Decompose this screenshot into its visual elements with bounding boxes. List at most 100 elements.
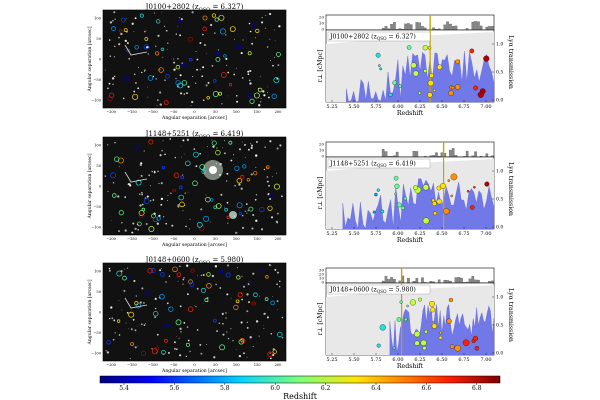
spec-xtick: 6.00 bbox=[392, 231, 403, 237]
image-xtick: 0 bbox=[193, 237, 196, 241]
spec-right-label: Lyα transmission bbox=[507, 288, 514, 342]
spec-xtick: 5.50 bbox=[348, 104, 359, 110]
colorbar-tick: 6.2 bbox=[321, 385, 331, 392]
scale-bar bbox=[124, 44, 148, 56]
spec-xtick: 5.75 bbox=[370, 104, 381, 110]
bright-star bbox=[229, 211, 237, 219]
image-ytick: 0 bbox=[99, 184, 102, 188]
spec-xtick: 5.25 bbox=[326, 104, 337, 110]
image-xtick: 150 bbox=[254, 237, 262, 241]
image-xtick: −100 bbox=[148, 237, 159, 241]
colorbar-label: Redshift bbox=[283, 392, 318, 400]
transmission-tick: 1.0 bbox=[496, 295, 503, 301]
image-xtick: −50 bbox=[170, 363, 178, 367]
colorbar-tick: 6.0 bbox=[270, 385, 280, 392]
panel-row-3: J0148+0600 (zQSO = 5.980) −200 −150 −100 −50… bbox=[87, 256, 514, 374]
image-xtick: −200 bbox=[106, 110, 117, 114]
colorbar-tick: 6.4 bbox=[371, 385, 381, 392]
hist-tick: 20 bbox=[319, 142, 325, 147]
spec-xtick: 7.00 bbox=[480, 231, 491, 237]
colorbar-gradient bbox=[99, 375, 501, 384]
colorbar-tick: 5.4 bbox=[119, 385, 129, 392]
image-ytick: −50 bbox=[93, 205, 101, 209]
panel-title: J0148+0600 (zQSO = 5.980) bbox=[329, 287, 416, 295]
hist-tick: 10 bbox=[319, 21, 325, 26]
colorbar: 5.4 5.6 5.8 6.0 6.2 6.4 6.6 6.8 Redshift bbox=[99, 375, 501, 400]
spec-xtick: 6.25 bbox=[414, 104, 425, 110]
lya-transmission bbox=[342, 178, 495, 230]
image-ytick: −50 bbox=[93, 78, 101, 82]
image-xtick: 150 bbox=[254, 363, 262, 367]
spec-xlabel: Redshift bbox=[397, 237, 424, 244]
image-xtick: 50 bbox=[213, 237, 218, 241]
image-ytick: −100 bbox=[91, 225, 102, 229]
image-ytick: −100 bbox=[91, 98, 102, 102]
spec-xtick: 6.00 bbox=[392, 357, 403, 363]
hist-tick: 0 bbox=[321, 280, 324, 285]
image-xtick: −50 bbox=[170, 237, 178, 241]
galaxy-points bbox=[372, 173, 490, 225]
image-ytick: −50 bbox=[93, 331, 101, 335]
hist-tick: 30 bbox=[319, 268, 325, 273]
image-xtick: −100 bbox=[148, 363, 159, 367]
image-xtick: 0 bbox=[193, 110, 196, 114]
image-xtick: −200 bbox=[106, 363, 117, 367]
spec-xtick: 7.00 bbox=[480, 104, 491, 110]
galaxy-points bbox=[375, 45, 490, 98]
image-xtick: 100 bbox=[233, 363, 241, 367]
colorbar-tick: 5.6 bbox=[170, 385, 180, 392]
image-ytick: 50 bbox=[96, 37, 101, 41]
image-xlabel: Angular separation [arcsec] bbox=[161, 115, 227, 121]
panel-title: J0100+2802 (zQSO = 6.327) bbox=[329, 34, 416, 42]
image-ytick: 100 bbox=[94, 269, 102, 273]
image-ytick: 50 bbox=[96, 164, 101, 168]
image-ylabel: Angular separation [arcsec] bbox=[87, 26, 93, 92]
image-ytick: 100 bbox=[94, 16, 102, 20]
transmission-tick: 0.5 bbox=[496, 323, 503, 329]
hist-tick: 10 bbox=[319, 276, 325, 281]
spec-ylabel: r⊥ [cMpc] bbox=[317, 177, 324, 210]
spec-xtick: 7.00 bbox=[480, 357, 491, 363]
image-xtick: −150 bbox=[127, 110, 138, 114]
image-xlabel: Angular separation [arcsec] bbox=[161, 242, 227, 248]
spec-xtick: 5.75 bbox=[370, 231, 381, 237]
image-ytick: 0 bbox=[99, 57, 102, 61]
transmission-tick: 0.0 bbox=[496, 98, 503, 104]
image-xtick: −150 bbox=[127, 237, 138, 241]
spec-xtick: 5.25 bbox=[326, 357, 337, 363]
colorbar-tick: 6.8 bbox=[472, 385, 482, 392]
image-xtick: −100 bbox=[148, 110, 159, 114]
image-ylabel: Angular separation [arcsec] bbox=[87, 153, 93, 219]
image-xtick: 200 bbox=[275, 237, 283, 241]
spec-right-label: Lyα transmission bbox=[507, 35, 514, 89]
spec-right-label: Lyα transmission bbox=[507, 162, 514, 216]
galaxy-markers bbox=[106, 266, 283, 357]
image-xtick: 200 bbox=[275, 363, 283, 367]
transmission-tick: 0.5 bbox=[496, 70, 503, 76]
spec-xtick: 5.50 bbox=[348, 231, 359, 237]
galaxy-points bbox=[376, 297, 480, 352]
image-ytick: −100 bbox=[91, 351, 102, 355]
panel-title-box bbox=[327, 158, 431, 169]
panel-title: J1148+5251 (zQSO = 6.419) bbox=[329, 161, 416, 169]
spec-xtick: 6.50 bbox=[436, 104, 447, 110]
image-xtick: 200 bbox=[275, 110, 283, 114]
panel-title-box bbox=[327, 31, 431, 42]
transmission-tick: 0.0 bbox=[496, 225, 503, 231]
panel-title-box bbox=[327, 284, 431, 295]
sky-image bbox=[102, 136, 287, 236]
image-xtick: −200 bbox=[106, 237, 117, 241]
spec-ylabel: r⊥ [cMpc] bbox=[317, 303, 324, 336]
galaxy-markers bbox=[107, 13, 281, 106]
image-ytick: 50 bbox=[96, 290, 101, 294]
image-xtick: 0 bbox=[193, 363, 196, 367]
spec-xtick: 6.75 bbox=[458, 104, 469, 110]
hist-tick: 20 bbox=[319, 272, 325, 277]
transmission-tick: 0.0 bbox=[496, 351, 503, 357]
scale-bar bbox=[124, 297, 148, 309]
spec-xlabel: Redshift bbox=[397, 110, 424, 117]
transmission-tick: 1.0 bbox=[496, 42, 503, 48]
image-xtick: 50 bbox=[213, 363, 218, 367]
sky-field-stars bbox=[104, 138, 283, 235]
